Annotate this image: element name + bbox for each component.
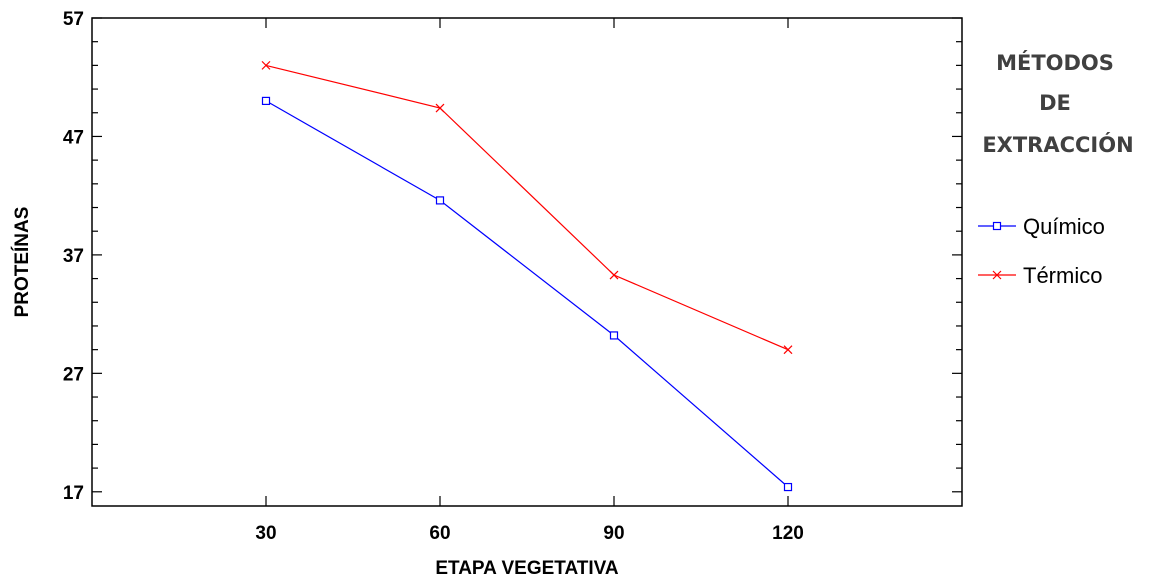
data-point-series-2 (783, 345, 793, 355)
x-tick-label: 60 (429, 523, 450, 544)
y-axis-title: PROTEÍNAS (11, 207, 33, 318)
series-line-1 (265, 100, 789, 488)
legend: MÉTODOS DE EXTRACCIÓN Químico Térmico (978, 50, 1134, 288)
legend-label-2: Térmico (1023, 263, 1102, 288)
data-point-series-2 (609, 270, 619, 280)
series-line-2 (265, 64, 789, 351)
x-tick-label: 120 (772, 523, 804, 544)
legend-title-line-3: EXTRACCIÓN (982, 132, 1133, 157)
x-axis-title: ETAPA VEGETATIVA (435, 558, 619, 579)
data-point-series-1 (435, 196, 445, 205)
y-tick-label: 27 (63, 364, 84, 385)
x-axis-ticks: 30 60 90 120 (255, 18, 804, 544)
legend-label-1: Químico (1023, 214, 1105, 239)
series-layer (261, 60, 793, 492)
data-point-series-2 (435, 103, 445, 113)
y-tick-label: 17 (63, 483, 84, 504)
legend-title-line-2: DE (1039, 91, 1071, 115)
legend-title-line-1: MÉTODOS (996, 50, 1114, 75)
legend-marker-1 (992, 221, 1002, 231)
data-point-series-1 (783, 482, 793, 492)
y-tick-label: 57 (63, 9, 84, 30)
plot-frame (91, 17, 963, 507)
legend-marker-2 (992, 270, 1002, 280)
x-tick-label: 30 (255, 523, 276, 544)
legend-entries: Químico Térmico (978, 214, 1105, 288)
y-tick-label: 47 (63, 127, 84, 148)
y-axis-ticks: 17 27 37 47 57 (63, 9, 962, 504)
data-point-series-1 (261, 96, 271, 106)
data-point-series-1 (609, 331, 619, 340)
x-tick-label: 90 (603, 523, 624, 544)
y-tick-label: 37 (63, 246, 84, 267)
data-point-series-2 (261, 60, 271, 70)
